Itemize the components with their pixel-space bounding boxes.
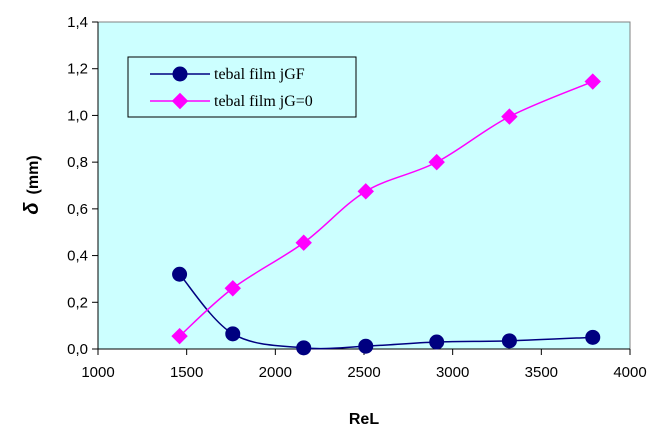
y-axis-title-symbol: δ xyxy=(21,202,43,215)
legend-swatch-marker xyxy=(172,66,188,82)
y-axis-title: δ (mm) xyxy=(21,155,43,214)
x-tick-label: 2000 xyxy=(259,364,292,381)
data-point xyxy=(584,73,601,90)
y-tick-label: 0,2 xyxy=(67,294,88,311)
data-point xyxy=(172,266,188,282)
data-point xyxy=(358,338,374,354)
legend-item: tebal film jG=0 xyxy=(150,92,313,110)
data-point xyxy=(295,234,312,251)
y-tick-label: 1,4 xyxy=(67,14,88,31)
x-tick-label: 3000 xyxy=(436,364,469,381)
x-tick-label: 2500 xyxy=(347,364,380,381)
data-point xyxy=(501,333,517,349)
legend-label: tebal film jGF xyxy=(214,66,305,83)
y-tick-label: 1,0 xyxy=(67,107,88,124)
x-axis-title: ReL xyxy=(349,411,379,428)
y-tick-label: 0,4 xyxy=(67,248,88,265)
data-point xyxy=(225,326,241,342)
series-layer xyxy=(171,73,601,356)
data-point xyxy=(296,340,312,356)
y-axis: 0,0 0,2 0,4 0,6 0,8 1,0 1,2 1,4 xyxy=(67,14,99,358)
y-tick-label: 0,6 xyxy=(67,201,88,218)
data-point xyxy=(429,334,445,350)
y-axis-title-unit: (mm) xyxy=(25,155,42,194)
data-point xyxy=(428,153,445,171)
x-axis: 1000 1500 2000 2500 3000 3500 4000 xyxy=(81,348,647,381)
data-point xyxy=(224,280,241,297)
y-tick-label: 1,2 xyxy=(67,61,88,78)
x-tick-label: 1500 xyxy=(170,364,203,381)
legend: tebal film jGF tebal film jG=0 xyxy=(127,56,357,118)
data-point xyxy=(171,327,188,345)
y-tick-label: 0,8 xyxy=(67,154,88,171)
legend-box xyxy=(127,56,357,118)
x-tick-label: 1000 xyxy=(81,364,114,381)
x-tick-label: 4000 xyxy=(613,364,646,381)
data-point xyxy=(585,329,601,345)
legend-label: tebal film jG=0 xyxy=(214,93,313,110)
series-2 xyxy=(171,73,601,345)
legend-swatch-marker xyxy=(171,92,189,110)
x-tick-label: 3500 xyxy=(525,364,558,381)
series-1 xyxy=(172,266,601,356)
y-tick-label: 0,0 xyxy=(67,341,88,358)
data-point xyxy=(501,108,518,125)
legend-item: tebal film jGF xyxy=(150,66,305,83)
data-point xyxy=(357,183,374,200)
